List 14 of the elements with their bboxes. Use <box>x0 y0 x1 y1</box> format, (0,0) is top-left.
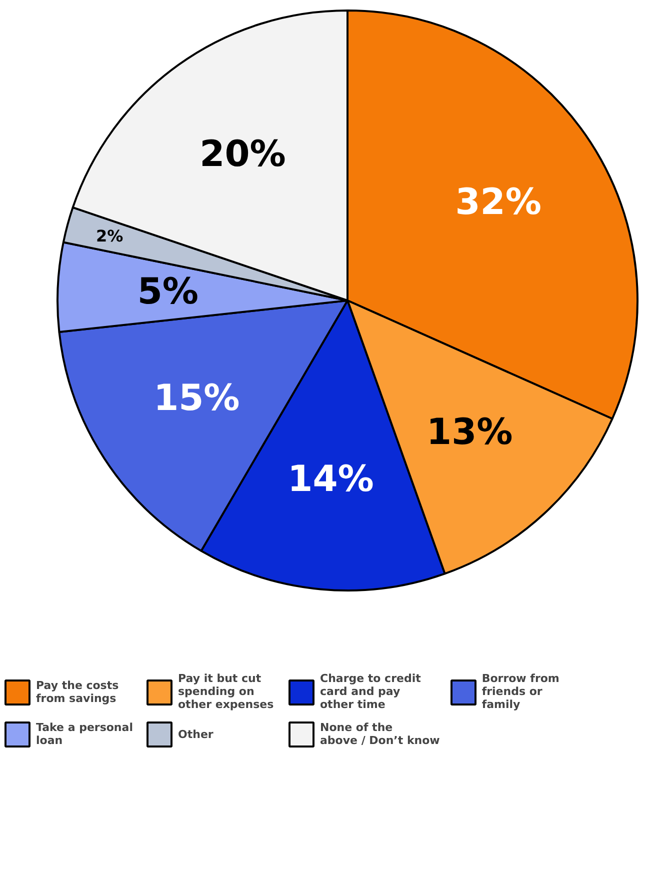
legend-label: Borrow from friends or family <box>482 672 560 711</box>
data-label: 15% <box>154 378 240 419</box>
legend-label: Other <box>178 728 214 740</box>
data-label: 20% <box>200 134 286 175</box>
legend-label: Take a personal loan <box>36 721 134 747</box>
data-label: 5% <box>137 272 198 313</box>
data-label: 13% <box>426 412 513 453</box>
legend-label: Pay the costs from savings <box>36 678 120 704</box>
data-label: 32% <box>455 182 542 224</box>
data-label: 2% <box>96 226 124 246</box>
legend-label: Pay it but cut spending on other expenses <box>178 672 275 711</box>
data-label: 14% <box>288 459 374 500</box>
legend-label: None of the above / Don’t know <box>320 721 440 747</box>
legend-label: Charge to credit card and pay other time <box>320 672 421 711</box>
